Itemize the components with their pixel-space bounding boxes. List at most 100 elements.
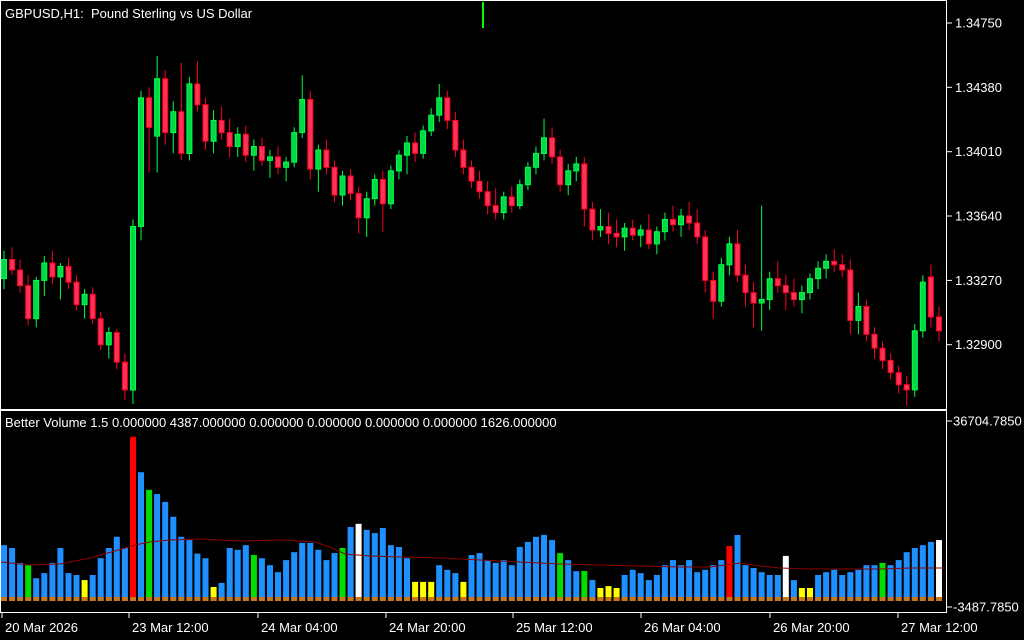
volume-base-tick [331,597,338,601]
volume-bar [831,569,838,601]
candle-body [436,97,443,116]
volume-bar [49,562,56,601]
volume-base-tick [17,597,24,601]
volume-base-tick [25,597,32,601]
candle-body [162,78,169,134]
candle-body [420,130,427,154]
volume-base-tick [807,597,813,601]
volume-base-tick [661,597,668,601]
volume-base-tick [492,597,499,601]
volume-bar [492,562,499,601]
volume-bar [629,569,636,601]
volume-bar [613,588,620,601]
volume-base-tick [202,597,209,601]
candle-body [113,332,120,363]
candle-body [307,99,314,170]
volume-axis-label: -3487.7850 [953,600,1019,615]
volume-base-tick [250,597,257,601]
volume-bar [694,572,701,601]
volume-bar [863,565,870,601]
candle-body [202,104,209,142]
volume-base-tick [694,597,701,601]
candle-body [395,154,402,172]
candle-body [428,114,435,132]
volume-base-tick [138,597,144,601]
volume-bar [65,573,72,601]
candle-body [879,347,886,361]
chart-title: GBPUSD,H1: Pound Sterling vs US Dollar [5,6,253,21]
volume-base-tick [613,597,620,601]
volume-bar [742,565,749,601]
volume-base-tick [130,597,136,601]
volume-base-tick [468,597,475,601]
volume-base-tick [9,597,16,601]
candle-body [194,83,201,106]
time-axis-label: 24 Mar 20:00 [389,620,466,635]
candle-body [734,243,741,276]
candle-body [911,330,918,391]
candle-body [508,196,515,207]
volume-bar [533,536,539,601]
volume-base-tick [702,597,709,601]
volume-bar [686,560,693,601]
candle-body [581,163,588,210]
volume-base-tick [379,597,386,601]
volume-base-tick [911,597,918,601]
volume-bar [597,588,604,601]
volume-bar [242,545,249,601]
volume-bar [661,565,668,601]
volume-bar [927,541,934,601]
candle-body [234,133,241,148]
candle-body [17,269,24,287]
volume-base-tick [629,597,636,601]
candle-body [33,279,40,320]
candle-body [710,279,717,302]
volume-base-tick [726,597,733,601]
candle-body [742,274,749,294]
volume-bar [807,588,813,601]
candle-body [661,219,668,233]
volume-bar [170,516,177,601]
volume-base-tick [355,597,362,601]
volume-bar [1,545,7,601]
price-axis-label: 1.32900 [955,337,1002,352]
volume-base-tick [782,597,789,601]
candle-body [750,292,757,304]
volume-base-tick [927,597,934,601]
volume-bar [218,582,225,601]
volume-base-tick [267,597,273,601]
volume-base-tick [670,597,676,601]
volume-base-tick [637,597,644,601]
volume-bar [444,569,451,601]
volume-bar [258,558,265,601]
volume-bar [33,578,40,601]
volume-bar [428,581,435,601]
volume-base-tick [742,597,749,601]
volume-base-tick [839,597,846,601]
volume-base-tick [871,597,878,601]
volume-base-tick [919,597,926,601]
volume-bar [210,587,217,601]
price-axis-label: 1.33640 [955,209,1002,224]
volume-base-tick [339,597,346,601]
volume-bar [105,548,112,601]
candle-body [404,142,410,156]
volume-base-tick [863,597,870,601]
volume-base-tick [847,597,854,601]
volume-bar [516,547,523,601]
candle-body [355,192,362,219]
volume-bar [871,565,878,601]
volume-bar [541,535,547,601]
volume-base-tick [404,597,410,601]
pane-separator[interactable] [0,409,947,411]
candle-body [855,306,862,321]
volume-bar [355,523,362,601]
volume-base-tick [605,597,612,601]
candle-body [549,137,556,158]
volume-base-tick [194,597,201,601]
volume-base-tick [57,597,64,601]
volume-bar [202,558,209,601]
